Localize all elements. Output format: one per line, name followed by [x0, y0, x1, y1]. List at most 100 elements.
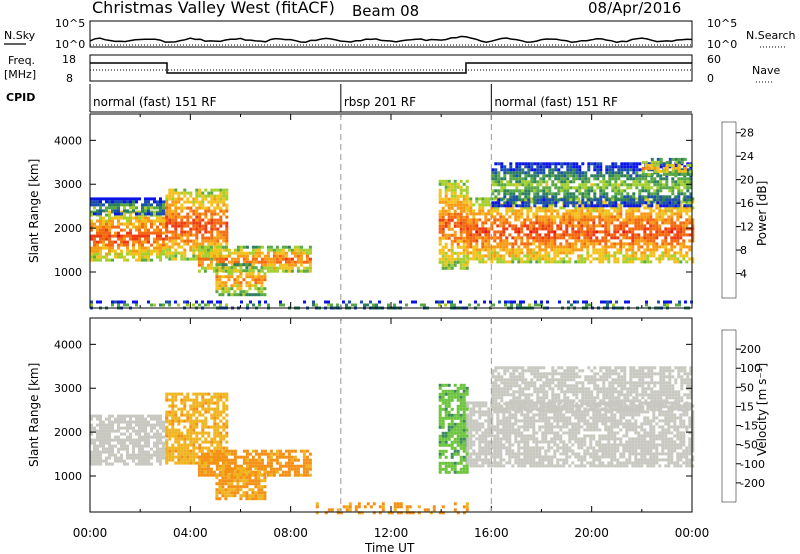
heatmap-cell — [197, 464, 201, 468]
heatmap-cell — [493, 209, 497, 213]
heatmap-cell — [224, 275, 228, 279]
heatmap-cell — [159, 209, 162, 213]
heatmap-cell — [302, 470, 306, 474]
heatmap-cell — [186, 455, 190, 459]
heatmap-cell — [493, 257, 497, 261]
heatmap-cell — [677, 186, 681, 190]
heatmap-cell — [628, 206, 632, 210]
heatmap-cell — [120, 237, 123, 241]
heatmap-cell — [611, 174, 615, 178]
heatmap-cell — [511, 203, 515, 207]
heatmap-cell — [287, 473, 291, 477]
heatmap-cell — [583, 239, 587, 243]
heatmap-cell — [671, 204, 675, 208]
heatmap-cell — [117, 441, 120, 445]
heatmap-cell — [649, 224, 653, 228]
heatmap-cell — [472, 236, 476, 240]
heatmap-cell — [631, 260, 635, 264]
heatmap-cell — [608, 174, 612, 178]
heatmap-cell — [523, 221, 527, 225]
heatmap-cell — [284, 245, 288, 249]
heatmap-cell — [661, 254, 665, 258]
heatmap-cell — [450, 182, 454, 186]
heatmap-cell — [656, 157, 660, 161]
heatmap-cell — [308, 452, 312, 456]
heatmap-cell — [550, 230, 554, 234]
heatmap-cell — [574, 260, 578, 264]
heatmap-cell — [520, 248, 524, 252]
heatmap-cell — [299, 260, 303, 264]
heatmap-cell — [147, 249, 150, 253]
heatmap-cell — [192, 233, 196, 237]
heatmap-cell — [177, 461, 181, 465]
heatmap-cell — [156, 240, 159, 244]
heatmap-cell — [563, 192, 567, 196]
heatmap-cell — [619, 233, 623, 237]
heatmap-cell — [614, 174, 618, 178]
heatmap-cell — [529, 230, 533, 234]
heatmap-cell — [478, 248, 482, 252]
heatmap-cell — [625, 212, 629, 216]
heatmap-cell — [556, 248, 560, 252]
heatmap-cell — [147, 228, 150, 232]
heatmap-cell — [93, 438, 96, 442]
heatmap-cell — [520, 221, 524, 225]
heatmap-cell — [462, 182, 466, 186]
heatmap-cell — [450, 212, 454, 216]
heatmap-cell — [233, 476, 237, 480]
heatmap-cell — [105, 243, 108, 247]
heatmap-cell — [222, 197, 226, 201]
heatmap-cell — [213, 446, 217, 450]
heatmap-cell — [257, 494, 261, 498]
heatmap-cell — [502, 257, 506, 261]
heatmap-cell — [156, 234, 159, 238]
heatmap-cell — [688, 200, 692, 204]
heatmap-cell — [435, 300, 438, 304]
heatmap-cell — [568, 212, 572, 216]
heatmap-cell — [135, 240, 138, 244]
heatmap-cell — [526, 215, 530, 219]
heatmap-cell — [583, 245, 587, 249]
heatmap-cell — [569, 201, 573, 205]
heatmap-cell — [478, 230, 482, 234]
heatmap-cell — [544, 218, 548, 222]
heatmap-cell — [505, 227, 509, 231]
heatmap-cell — [96, 444, 99, 448]
heatmap-cell — [93, 462, 96, 466]
heatmap-cell — [568, 245, 572, 249]
heatmap-cell — [171, 209, 175, 213]
heatmap-cell — [239, 284, 243, 288]
heatmap-cell — [625, 224, 629, 228]
heatmap-cell — [252, 303, 255, 307]
heatmap-cell — [302, 455, 306, 459]
heatmap-cell — [150, 429, 153, 433]
heatmap-cell — [502, 260, 506, 264]
heatmap-cell — [574, 239, 578, 243]
heatmap-cell — [668, 171, 672, 175]
heatmap-cell — [90, 441, 93, 445]
heatmap-cell — [186, 413, 190, 417]
heatmap-cell — [667, 251, 671, 255]
heatmap-cell — [99, 438, 102, 442]
heatmap-cell — [578, 165, 582, 169]
heatmap-cell — [481, 224, 485, 228]
heatmap-cell — [668, 204, 672, 208]
heatmap-cell — [174, 242, 178, 246]
heatmap-cell — [627, 300, 630, 304]
heatmap-cell — [453, 197, 457, 201]
heatmap-cell — [102, 216, 105, 220]
heatmap-cell — [640, 254, 644, 258]
heatmap-cell — [444, 257, 448, 261]
heatmap-cell — [450, 215, 454, 219]
heatmap-cell — [230, 287, 234, 291]
heatmap-cell — [227, 269, 231, 273]
heatmap-cell — [183, 413, 187, 417]
heatmap-cell — [159, 258, 162, 262]
heatmap-cell — [541, 254, 545, 258]
heatmap-cell — [242, 494, 246, 498]
heatmap-cell — [168, 446, 172, 450]
heatmap-cell — [195, 434, 199, 438]
heatmap-cell — [511, 212, 515, 216]
heatmap-cell — [216, 446, 220, 450]
heatmap-cell — [542, 177, 546, 181]
